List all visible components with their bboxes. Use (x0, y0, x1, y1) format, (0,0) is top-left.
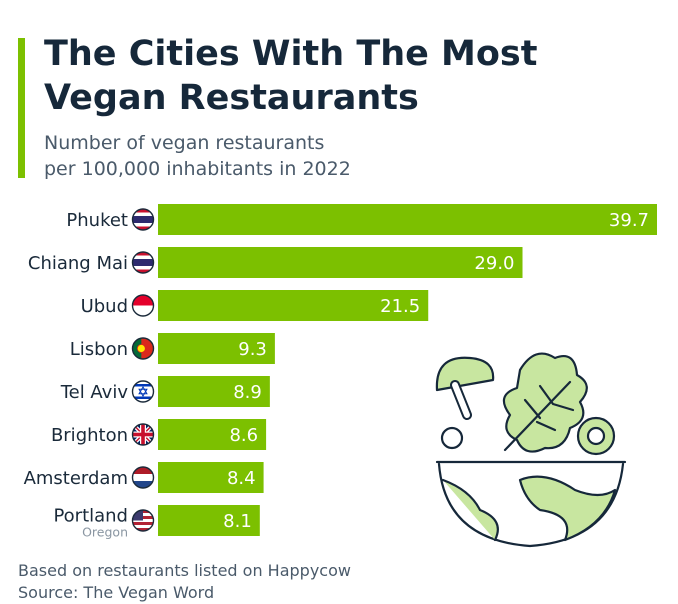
footer-source: Source: The Vegan Word (18, 583, 215, 602)
data-label: 29.0 (474, 253, 514, 274)
category-label: Amsterdam (24, 468, 128, 489)
bar (158, 376, 270, 407)
portugal-flag-icon (131, 337, 155, 360)
bar-row: 39.7 Phuket (66, 204, 657, 235)
category-label: Tel Aviv (60, 382, 129, 403)
category-sublabel: Oregon (82, 525, 128, 540)
indonesia-flag-icon (131, 294, 155, 317)
subtitle-line-2: per 100,000 inhabitants in 2022 (44, 158, 351, 180)
chart-subtitle: Number of vegan restaurants per 100,000 … (44, 130, 444, 182)
category-label: Lisbon (70, 339, 128, 360)
usa-flag-icon (131, 509, 155, 532)
thailand-flag-icon (131, 251, 155, 274)
vegan-salad-bowl-illustration (435, 352, 627, 548)
footer-note: Based on restaurants listed on Happycow (18, 561, 351, 580)
bar-row: 8.4 Amsterdam (24, 462, 264, 493)
israel-flag-icon (131, 380, 155, 403)
bar-row: 8.9 Tel Aviv (60, 376, 270, 407)
data-label: 9.3 (238, 339, 267, 360)
bar (158, 419, 267, 450)
data-label: 8.1 (223, 511, 252, 532)
bar (158, 505, 260, 536)
bar-row: 9.3 Lisbon (70, 333, 275, 364)
category-label: Phuket (66, 210, 128, 231)
bar-row: 8.6 Brighton (51, 419, 267, 450)
category-label: Chiang Mai (28, 253, 128, 274)
data-label: 8.9 (233, 382, 262, 403)
bar-row: 21.5 Ubud (81, 290, 429, 321)
subtitle-line-1: Number of vegan restaurants (44, 132, 325, 154)
bar (158, 204, 657, 235)
bar-row: 29.0 Chiang Mai (28, 247, 523, 278)
netherlands-flag-icon (131, 466, 155, 489)
title-accent-bar (18, 38, 25, 178)
chart-footer: Based on restaurants listed on Happycow … (18, 560, 351, 604)
bar-chart: 39.7 Phuket 29.0 Chiang Mai 21.5 Ubud 9.3 Lisbo… (24, 204, 657, 540)
uk-flag-icon (131, 423, 155, 446)
thailand-flag-icon (131, 208, 155, 231)
data-label: 8.4 (227, 468, 256, 489)
page-title: The Cities With The Most Vegan Restauran… (44, 34, 538, 118)
data-label: 21.5 (380, 296, 420, 317)
data-label: 8.6 (229, 425, 258, 446)
data-label: 39.7 (609, 210, 649, 231)
bar (158, 462, 264, 493)
category-label: Ubud (81, 296, 128, 317)
category-label: Brighton (51, 425, 128, 446)
bar (158, 333, 275, 364)
bar (158, 290, 429, 321)
category-label: Portland (53, 506, 128, 527)
bar (158, 247, 523, 278)
